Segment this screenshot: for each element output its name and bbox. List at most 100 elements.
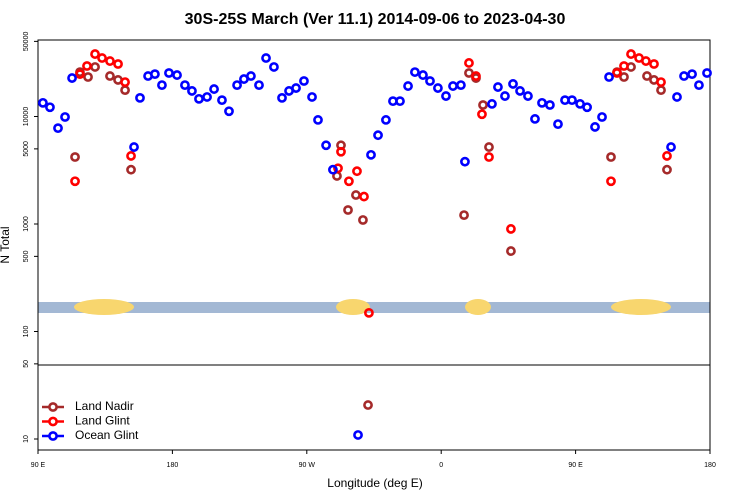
point [456,80,466,90]
x-tick-label: 90 W [299,462,316,469]
y-tick-label: 10000 [23,107,30,127]
point [70,152,80,162]
point [344,176,354,187]
land-band [38,299,710,315]
point [129,142,139,152]
point [545,100,555,110]
point [135,92,145,103]
point [662,151,672,161]
chart-title: 30S-25S March (Ver 11.1) 2014-09-06 to 2… [185,11,566,28]
point [537,97,547,108]
point [358,215,368,225]
point [506,224,516,234]
point [441,91,451,101]
point [459,210,469,221]
point [590,122,600,132]
point [619,72,629,82]
point [209,84,219,94]
point [656,77,666,88]
point [246,71,256,81]
point [261,53,271,63]
point [291,83,301,93]
point [433,83,443,93]
point [70,176,80,187]
point [352,166,362,177]
x-tick-label: 90 E [568,462,583,469]
x-tick-label: 180 [704,462,716,469]
y-tick-label: 50000 [23,32,30,52]
x-tick-label: 90 E [31,462,46,469]
point [75,69,85,80]
legend-label: Land Nadir [75,399,134,413]
point [606,176,616,187]
point [448,81,458,91]
point [642,71,652,81]
point [53,123,63,134]
point [90,49,100,59]
point [464,58,474,68]
point [471,71,481,81]
point [530,114,540,124]
point [172,70,182,80]
point [619,61,629,71]
y-tick-label: 100 [23,326,30,338]
point [418,70,428,80]
point [403,81,413,91]
point [120,85,130,96]
point [351,190,361,200]
point [477,109,487,120]
point [157,80,167,90]
point [299,76,309,86]
y-tick-label: 10 [23,435,30,443]
point [373,130,383,141]
point [313,115,323,125]
point [277,92,287,103]
point [113,59,123,69]
point [353,430,363,440]
point [126,151,136,161]
land-patch [336,299,370,315]
point [366,149,376,160]
land-patch [611,299,671,315]
point [120,77,130,88]
point [364,307,374,318]
point [478,100,488,110]
point [90,62,100,72]
point [217,95,227,106]
point [493,82,503,92]
point [702,68,712,78]
point [612,68,622,78]
point [567,95,577,106]
point [321,140,331,151]
point [506,246,516,256]
land-patch [74,299,134,315]
point [60,112,70,122]
point [83,72,93,82]
point [687,69,697,80]
point [328,164,338,175]
point [487,99,497,109]
point [97,53,107,63]
x-axis-label: Longitude (deg E) [327,476,422,490]
plot-frame [37,39,711,451]
point [582,102,592,113]
point [672,92,682,102]
point [67,73,77,83]
point [606,152,616,162]
legend-marker [48,416,58,427]
point [523,91,533,101]
point [164,68,174,78]
point [105,56,115,66]
point [649,59,659,69]
point [38,97,48,108]
point [187,86,197,96]
point [307,92,317,102]
y-tick-label: 50 [23,360,30,368]
point [363,400,373,410]
point [553,119,563,130]
point [105,71,115,81]
point [694,80,704,90]
legend-label: Land Glint [75,414,130,428]
y-axis-label: N Total [0,226,12,263]
point [508,79,518,89]
